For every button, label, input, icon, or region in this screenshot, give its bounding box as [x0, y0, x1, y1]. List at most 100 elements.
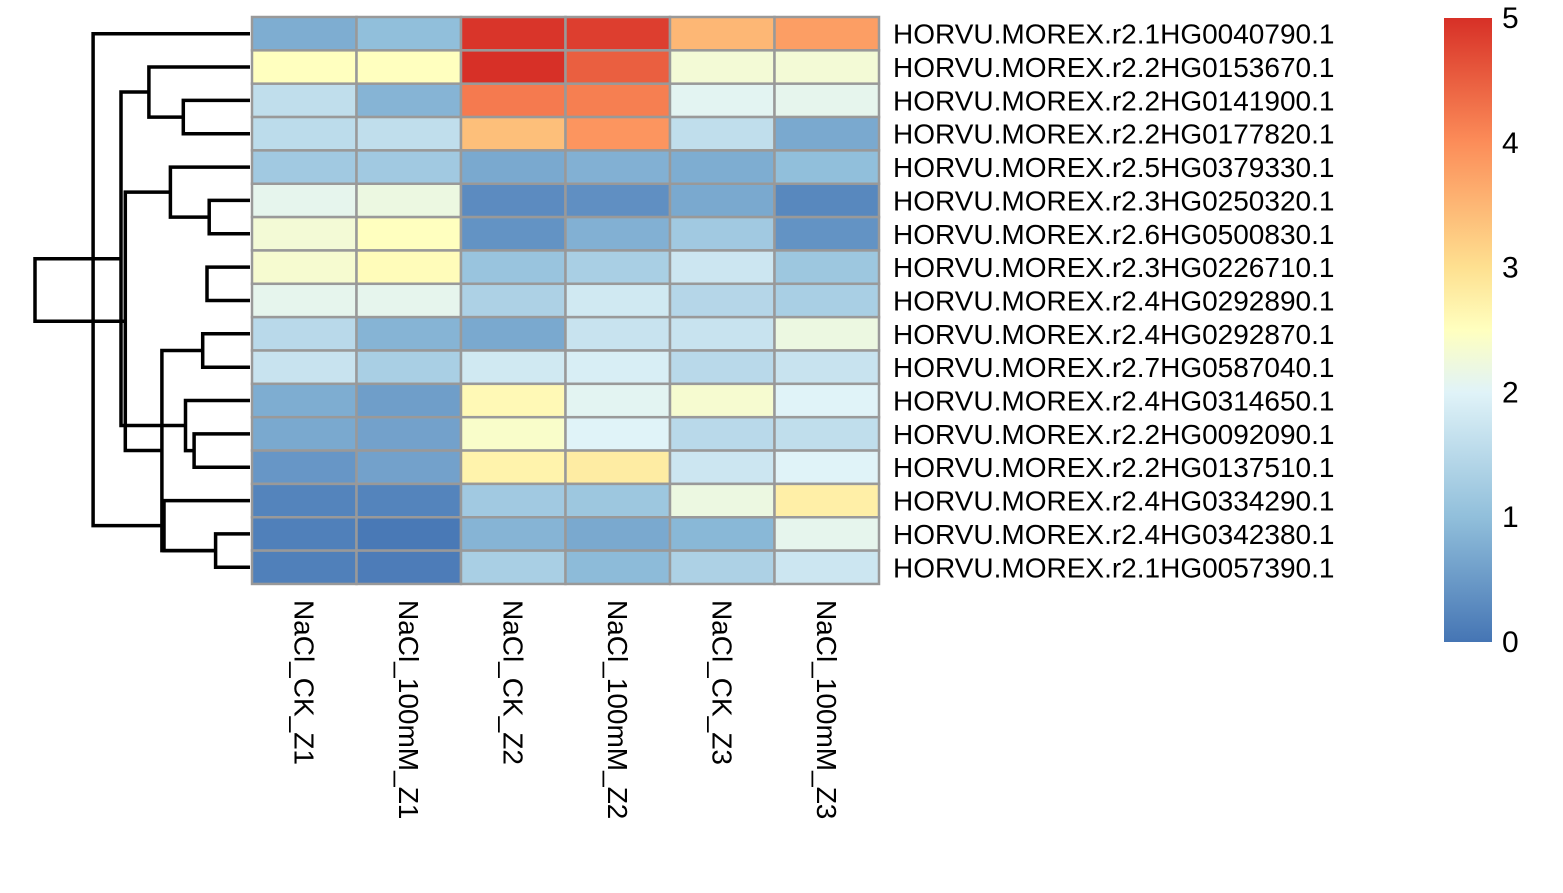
heatmap-cell: [355, 49, 463, 85]
heatmap-cell: [355, 449, 463, 486]
dendrogram-branch: [162, 498, 250, 553]
column-label: NaCl_100mM_Z2: [602, 600, 633, 819]
heatmap-cell: [773, 282, 881, 319]
column-label: NaCl_CK_Z2: [497, 600, 528, 765]
row-labels: HORVU.MOREX.r2.1HG0040790.1 HORVU.MOREX.r…: [893, 19, 1334, 584]
heatmap-cell: [668, 49, 776, 85]
column-label: NaCl_CK_Z3: [706, 600, 737, 765]
heatmap-cell: [668, 115, 776, 152]
legend-tick-label: 0: [1502, 626, 1519, 659]
heatmap-cell: [250, 516, 358, 552]
heatmap-cell: [355, 516, 463, 552]
color-legend: 0 1 2 3 4 5: [1444, 2, 1519, 659]
heatmap-cell: [564, 415, 672, 452]
heatmap-cell: [564, 115, 672, 152]
heatmap-cell: [564, 82, 672, 119]
heatmap-cell: [564, 49, 672, 85]
heatmap-cell: [355, 215, 463, 252]
row-label: HORVU.MOREX.r2.3HG0226710.1: [893, 252, 1334, 283]
heatmap-cell: [773, 182, 881, 219]
row-label: HORVU.MOREX.r2.4HG0314650.1: [893, 386, 1334, 417]
heatmap-cell: [250, 315, 358, 352]
heatmap-cell: [355, 549, 463, 586]
heatmap-cell: [773, 449, 881, 486]
legend-tick-label: 2: [1502, 376, 1519, 409]
heatmap-cell: [668, 15, 776, 52]
legend-tick-label: 4: [1502, 127, 1519, 160]
heatmap-cell: [250, 549, 358, 586]
legend-color-bar: [1444, 18, 1492, 642]
heatmap-cell: [355, 182, 463, 219]
dendrogram-branch: [181, 98, 250, 136]
heatmap-cell: [668, 215, 776, 252]
heatmap-cell: [668, 282, 776, 319]
heatmap-cell: [773, 15, 881, 52]
heatmap-cell: [250, 349, 358, 386]
heatmap-cell: [459, 15, 567, 52]
row-label: HORVU.MOREX.r2.7HG0587040.1: [893, 352, 1334, 383]
heatmap-cell: [668, 315, 776, 352]
column-label: NaCl_100mM_Z1: [393, 600, 424, 819]
column-labels: NaCl_CK_Z1 NaCl_100mM_Z1 NaCl_CK_Z2 NaCl_10…: [288, 600, 842, 819]
row-label: HORVU.MOREX.r2.3HG0250320.1: [893, 185, 1334, 216]
heatmap-cell: [250, 215, 358, 252]
heatmap-cell: [355, 315, 463, 352]
heatmap-cell: [459, 482, 567, 519]
legend-tick-label: 3: [1502, 252, 1519, 285]
heatmap-cell: [668, 249, 776, 286]
dendrogram-branch: [213, 532, 250, 570]
dendrogram-branch: [205, 265, 250, 303]
heatmap-cell: [773, 149, 881, 185]
heatmap-cell: [773, 82, 881, 119]
heatmap-cell: [773, 482, 881, 519]
heatmap-cell: [773, 249, 881, 286]
heatmap-cell: [773, 382, 881, 419]
dendrogram-branch: [200, 332, 250, 369]
heatmap-cell: [668, 549, 776, 586]
heatmap-cell: [250, 482, 358, 519]
row-label: HORVU.MOREX.r2.1HG0040790.1: [893, 19, 1334, 50]
heatmap-cell: [459, 382, 567, 419]
heatmap-cell: [564, 516, 672, 552]
heatmap-cell: [773, 549, 881, 586]
heatmap-cell: [250, 249, 358, 286]
heatmap-cell: [459, 215, 567, 252]
heatmap-cell: [668, 449, 776, 486]
heatmap-cell: [668, 82, 776, 119]
heatmap-cell: [250, 182, 358, 219]
column-label: NaCl_CK_Z1: [288, 600, 319, 765]
heatmap-cell: [668, 182, 776, 219]
row-label: HORVU.MOREX.r2.4HG0292890.1: [893, 285, 1334, 316]
heatmap-cell: [564, 482, 672, 519]
dendrogram-branch: [207, 198, 250, 236]
row-label: HORVU.MOREX.r2.2HG0092090.1: [893, 419, 1334, 450]
heatmap-cell: [459, 249, 567, 286]
heatmap-cell: [250, 415, 358, 452]
dendrogram-branch: [119, 90, 186, 428]
legend-tick-label: 1: [1502, 501, 1519, 534]
row-label: HORVU.MOREX.r2.4HG0292870.1: [893, 319, 1334, 350]
heatmap-cell: [564, 15, 672, 52]
heatmap-cell: [459, 516, 567, 552]
heatmap-cell: [564, 282, 672, 319]
heatmap-cells: [250, 15, 881, 586]
heatmap-cell: [668, 415, 776, 452]
heatmap-cell: [668, 482, 776, 519]
heatmap-cell: [564, 182, 672, 219]
heatmap-cell: [250, 282, 358, 319]
heatmap-cell: [459, 182, 567, 219]
heatmap-cell: [459, 149, 567, 185]
heatmap-cell: [668, 382, 776, 419]
heatmap-cell: [564, 249, 672, 286]
heatmap-cell: [773, 516, 881, 552]
heatmap-cell: [355, 482, 463, 519]
heatmap-cell: [355, 82, 463, 119]
heatmap-cell: [355, 349, 463, 386]
dendrogram-branch: [192, 432, 250, 469]
heatmap-cell: [250, 49, 358, 85]
heatmap-cell: [459, 49, 567, 85]
row-label: HORVU.MOREX.r2.6HG0500830.1: [893, 219, 1334, 250]
row-label: HORVU.MOREX.r2.4HG0342380.1: [893, 519, 1334, 550]
